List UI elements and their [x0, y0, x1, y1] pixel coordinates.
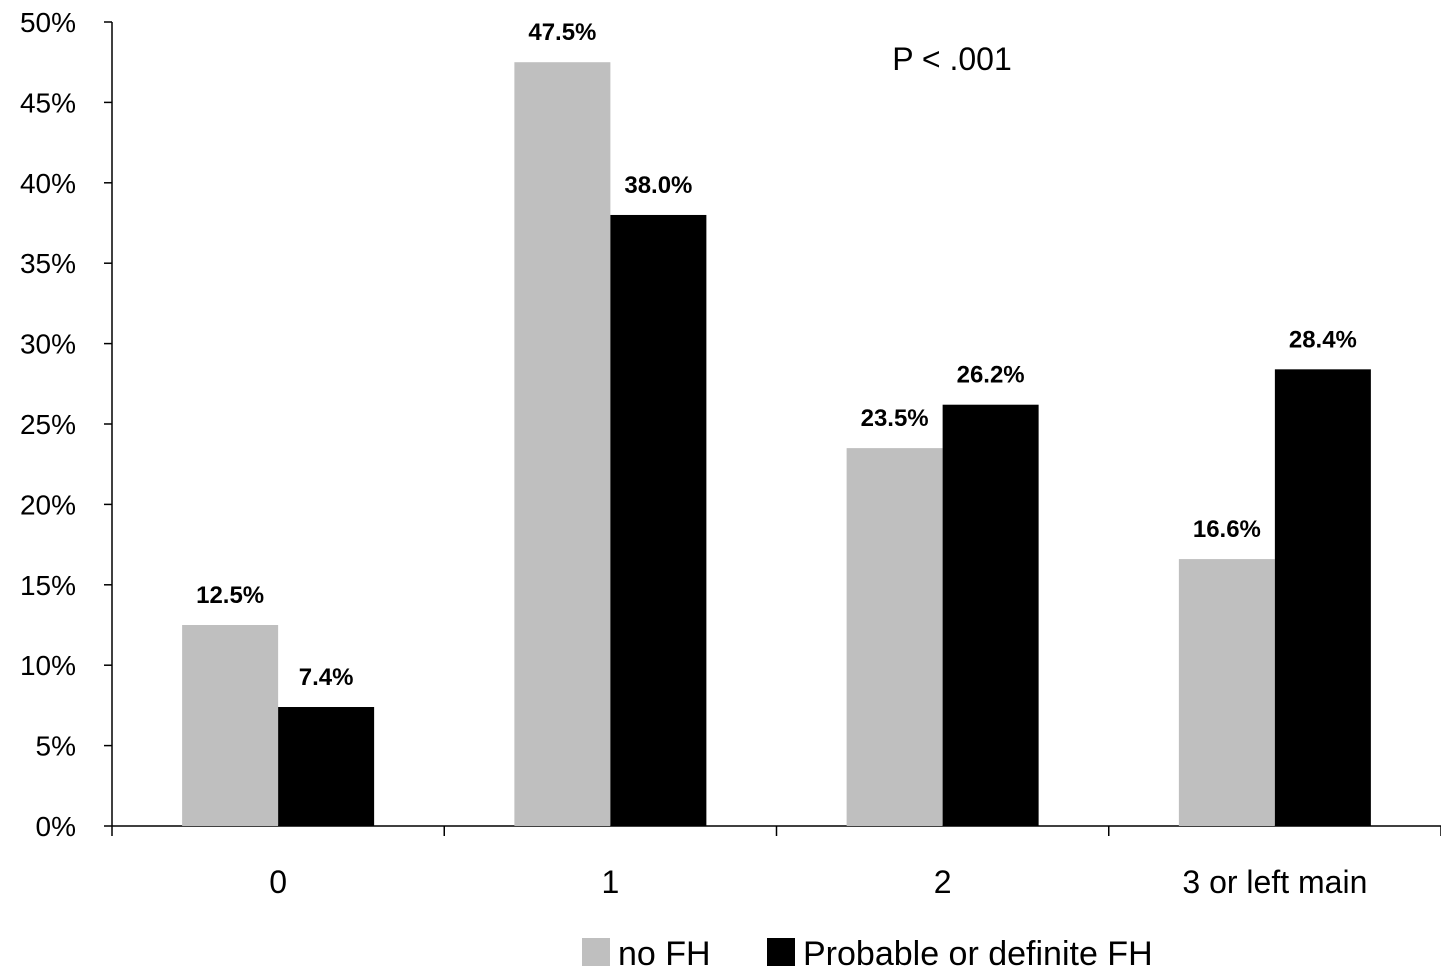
bars [182, 62, 1371, 826]
bar [1178, 559, 1275, 826]
y-tick-label: 15% [20, 570, 76, 601]
data-label: 7.4% [299, 664, 354, 691]
data-label: 12.5% [196, 582, 264, 609]
y-tick-label: 40% [20, 168, 76, 199]
legend-label-fh: Probable or definite FH [803, 935, 1153, 973]
legend-swatch-fh [767, 938, 795, 966]
p-value-annotation: P < .001 [892, 41, 1012, 77]
y-tick-label: 25% [20, 409, 76, 440]
x-category-label: 2 [934, 864, 952, 900]
legend-swatch-no-fh [582, 938, 610, 966]
y-tick-label: 20% [20, 489, 76, 520]
bar [942, 404, 1039, 826]
legend-label-no-fh: no FH [618, 935, 711, 973]
legend: no FH Probable or definite FH [582, 935, 1153, 973]
y-tick-label: 45% [20, 87, 76, 118]
data-labels: 12.5% 7.4% 47.5% 38.0% 23.5% 26.2% 16.6% 28.4% [196, 19, 1357, 691]
bar [514, 62, 611, 826]
bar [1274, 369, 1371, 826]
x-category-label: 1 [601, 864, 619, 900]
x-axis: 0 1 2 3 or left main [111, 825, 1441, 900]
y-tick-label: 50% [20, 7, 76, 38]
y-tick-label: 30% [20, 329, 76, 360]
data-label: 38.0% [624, 172, 692, 199]
data-label: 47.5% [528, 19, 596, 46]
data-label: 28.4% [1289, 326, 1357, 353]
y-tick-label: 35% [20, 248, 76, 279]
bar [278, 707, 375, 826]
y-tick-label: 0% [36, 811, 76, 842]
x-category-label: 3 or left main [1182, 864, 1367, 900]
bar [182, 625, 279, 826]
x-category-label: 0 [269, 864, 287, 900]
data-label: 26.2% [957, 362, 1025, 389]
y-tick-label: 5% [36, 731, 76, 762]
bar [610, 214, 707, 826]
y-tick-label: 10% [20, 650, 76, 681]
y-axis: 0% 5% 10% 15% 20% 25% 30% 35% 40% 45% 50% [20, 7, 113, 842]
data-label: 16.6% [1193, 516, 1261, 543]
data-label: 23.5% [861, 405, 929, 432]
bar [846, 448, 943, 826]
